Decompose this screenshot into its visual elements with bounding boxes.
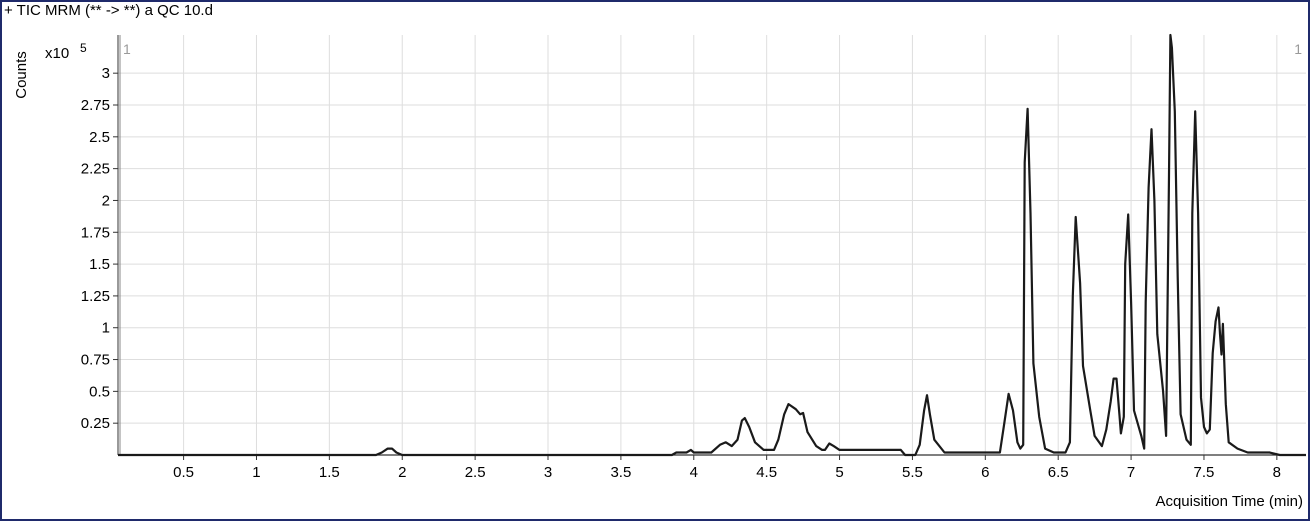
x-tick-label: 7.5 [1194,464,1215,481]
x-tick-label: 1 [252,464,260,481]
x-tick-label: 0.5 [173,464,194,481]
x-tick-label: 8 [1273,464,1281,481]
x-tick-label: 1.5 [319,464,340,481]
grid-lines [118,35,1306,455]
y-tick-label: 0.25 [81,415,110,432]
y-tick-label: 1 [102,320,110,337]
y-tick-label: 0.75 [81,352,110,369]
y-tick-label: 0.5 [89,383,110,400]
x-tick-label: 5.5 [902,464,923,481]
x-tick-label: 6 [981,464,989,481]
x-tick-label: 3 [544,464,552,481]
y-tick-label: 2.25 [81,161,110,178]
x-tick-label: 3.5 [610,464,631,481]
x-tick-label: 7 [1127,464,1135,481]
x-tick-label: 4.5 [756,464,777,481]
tick-labels: 0.5 1 1.5 2 2.5 3 3.5 4 4.5 5 5.5 6 6.5 7 7.5 8 0.25 0.5 0… [81,65,1281,481]
x-tick-label: 5 [835,464,843,481]
y-exponent-label: 5 [80,41,87,55]
y-tick-label: 1.75 [81,224,110,241]
y-axis-label: Counts [13,51,30,99]
axes [117,35,1306,456]
x-tick-label: 2.5 [465,464,486,481]
y-tick-label: 1.25 [81,288,110,305]
x-tick-label: 4 [690,464,698,481]
x-tick-label: 2 [398,464,406,481]
y-tick-label: 2.75 [81,97,110,114]
y-tick-label: 3 [102,65,110,82]
range-marker-left: 1 [123,41,131,57]
y-multiplier-label: x10 [45,45,69,62]
series-line [118,33,1306,457]
y-tick-label: 2.5 [89,129,110,146]
y-tick-label: 1.5 [89,256,110,273]
x-tick-label: 6.5 [1048,464,1069,481]
y-tick-label: 2 [102,192,110,209]
x-axis-label: Acquisition Time (min) [1155,493,1303,510]
range-marker-right: 1 [1294,41,1302,57]
chart-title: + TIC MRM (** -> **) a QC 10.d [4,2,213,19]
